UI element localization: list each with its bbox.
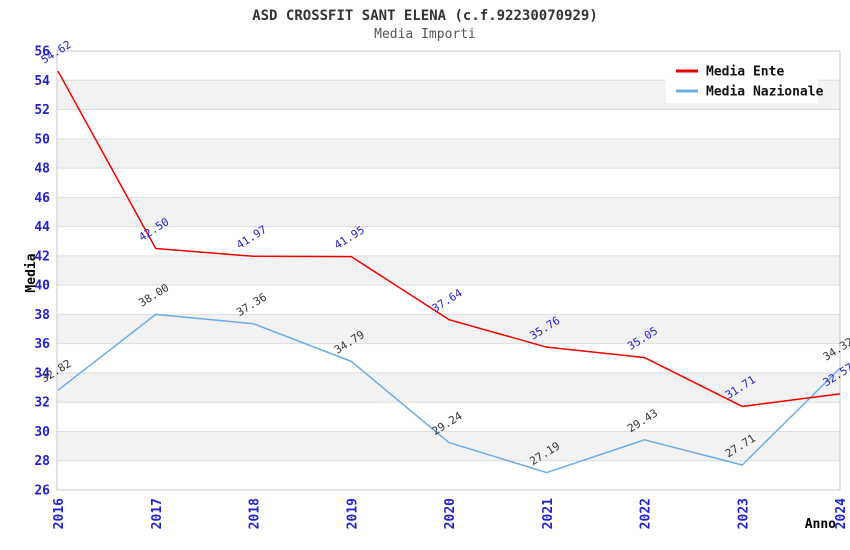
series-line-media-ente <box>57 70 841 408</box>
y-tick-label: 34 <box>34 366 50 381</box>
y-tick-label: 54 <box>34 74 50 89</box>
y-tick-label: 52 <box>34 103 50 118</box>
legend-label-media-ente: Media Ente <box>706 65 784 80</box>
y-tick-label: 48 <box>34 162 50 177</box>
background-band <box>57 431 840 461</box>
legend: Media Ente Media Nazionale <box>666 57 824 103</box>
data-point-label-media-ente: 41.97 <box>234 223 269 252</box>
x-tick-label: 2020 <box>443 498 458 529</box>
x-tick-label: 2016 <box>52 498 67 529</box>
chart-title: ASD CROSSFIT SANT ELENA (c.f.92230070929… <box>252 8 598 24</box>
legend-box <box>666 57 818 103</box>
data-point-label-media-ente: 54.62 <box>39 38 74 67</box>
y-tick-label: 30 <box>34 425 50 440</box>
data-point-label-media-ente: 37.64 <box>430 286 465 315</box>
data-point-label-media-nazionale: 29.43 <box>625 407 660 436</box>
plot-area: 26 28 30 32 34 36 38 40 42 44 46 48 50 52 54 56 2016 2017… <box>34 38 850 529</box>
chart-subtitle: Media Importi <box>374 27 476 42</box>
y-tick-label: 32 <box>34 396 50 411</box>
x-tick-label: 2022 <box>639 498 654 529</box>
background-band <box>57 255 840 286</box>
y-tick-label: 36 <box>34 337 50 352</box>
x-tick-label: 2017 <box>150 498 165 529</box>
x-tick-label: 2019 <box>345 498 360 529</box>
legend-label-media-nazionale: Media Nazionale <box>706 85 824 100</box>
y-tick-label: 50 <box>34 132 50 147</box>
series-line-media-nazionale <box>57 313 841 474</box>
background-band <box>57 138 840 169</box>
y-tick-label: 26 <box>34 484 50 499</box>
y-tick-label: 56 <box>34 45 50 60</box>
y-tick-label: 28 <box>34 454 50 469</box>
y-tick-label: 44 <box>34 220 50 235</box>
y-tick-label: 40 <box>34 279 50 294</box>
x-tick-label: 2023 <box>736 498 751 529</box>
data-point-label-media-ente: 41.95 <box>332 223 367 252</box>
x-tick-label: 2021 <box>541 498 556 529</box>
x-tick-label: 2018 <box>248 498 263 529</box>
background-band <box>57 197 840 227</box>
y-tick-label: 38 <box>34 308 50 323</box>
y-tick-label: 46 <box>34 191 50 206</box>
background-band <box>57 372 840 403</box>
y-axis-title: Media <box>24 253 39 292</box>
plot-border <box>56 50 841 491</box>
y-tick-label: 42 <box>34 249 50 264</box>
x-axis-title: Anno <box>805 517 836 532</box>
x-tick-label: 2024 <box>834 498 849 529</box>
